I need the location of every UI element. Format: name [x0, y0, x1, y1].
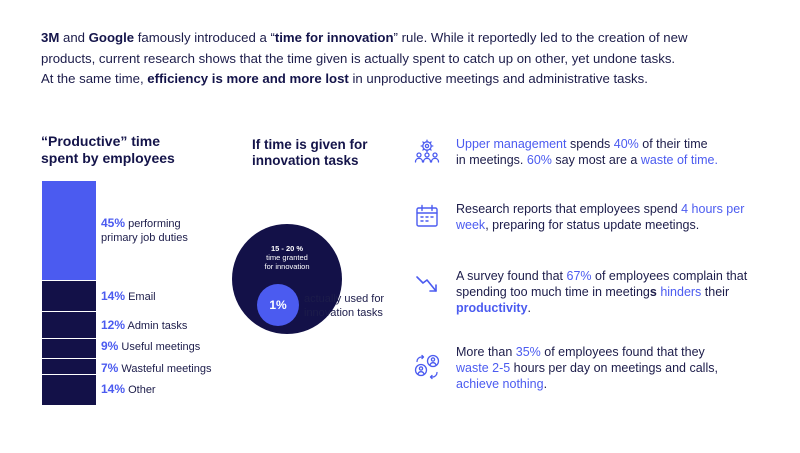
fact-text: More than: [456, 345, 516, 359]
bar-segment-label: 12% Admin tasks: [101, 318, 187, 333]
segment-percent: 9%: [101, 339, 119, 354]
bar-segment-label: 9% Useful meetings: [101, 339, 200, 354]
fact-text: of employees complain that: [591, 269, 748, 283]
fact-text: week: [456, 218, 486, 232]
intro-time-for-innovation: time for innovation: [274, 30, 394, 45]
fact-3-line-2: spending too much time in meetings hinde…: [456, 284, 786, 300]
segment-text: Wasteful meetings: [118, 363, 212, 375]
bar-segment-label: 14% Other: [101, 382, 156, 397]
fact-4-line-2: waste 2-5 hours per day on meetings and …: [456, 360, 786, 376]
fact-3-line-1: A survey found that 67% of employees com…: [456, 268, 786, 284]
fact-waste-hours: More than 35% of employees found that th…: [456, 344, 786, 392]
fact-text: achieve nothing: [456, 377, 544, 391]
segment-text-line-2: primary job duties: [101, 232, 188, 245]
segment-text: Other: [125, 384, 156, 397]
fact-text: 67%: [566, 269, 592, 283]
fact-text: 40%: [613, 137, 639, 151]
productive-time-title: “Productive” time spent by employees: [41, 133, 175, 167]
fact-text: 4 hours per: [681, 202, 745, 216]
granted-pct: 15 - 20 %: [270, 244, 304, 253]
fact-text: 35%: [515, 345, 541, 359]
intro-text: famously introduced a “: [134, 30, 275, 45]
fact-text: hinders: [660, 285, 702, 299]
productive-title-line-1: “Productive” time: [41, 133, 161, 149]
segment-percent: 45%: [101, 216, 126, 231]
productive-stacked-bar: [41, 180, 97, 405]
bar-segment-label: 14% Email: [101, 289, 156, 304]
used-line-1: actually used for: [304, 293, 385, 305]
segment-text: performing: [125, 218, 181, 231]
fact-text: say most are a: [551, 153, 641, 167]
granted-line-1: time granted: [266, 253, 308, 262]
fact-2-line-1: Research reports that employees spend 4 …: [456, 201, 786, 217]
intro-text: in unproductive meetings and administrat…: [348, 71, 648, 86]
fact-text: productivity: [456, 301, 528, 315]
used-line-2: innovation tasks: [304, 307, 383, 319]
people-exchange-icon: [414, 354, 440, 380]
segment-text: Email: [125, 290, 156, 303]
intro-line-1: 3M and Google famously introduced a “tim…: [41, 28, 761, 49]
intro-text: and: [59, 30, 89, 45]
fact-text: their: [701, 285, 730, 299]
intro-3m: 3M: [41, 30, 60, 45]
fact-text: spends: [566, 137, 614, 151]
bar-segment: [41, 180, 97, 281]
bar-segment-label: 7% Wasteful meetings: [101, 361, 211, 376]
used-time-circle: 1%: [257, 284, 299, 326]
fact-1-line-2: in meetings. 60% say most are a waste of…: [456, 152, 786, 168]
bar-segment-label: 45% performing primary job duties: [101, 216, 188, 245]
fact-4-line-3: achieve nothing.: [456, 376, 786, 392]
fact-upper-management: Upper management spends 40% of their tim…: [456, 136, 786, 168]
fact-3-line-3: productivity.: [456, 300, 786, 316]
intro-efficiency: efficiency is more and more lost: [147, 71, 349, 86]
fact-text: of employees found that they: [540, 345, 705, 359]
segment-percent: 12%: [101, 317, 126, 332]
fact-text: .: [543, 377, 548, 391]
bar-segment: [41, 373, 97, 405]
fact-text: in meetings.: [456, 153, 527, 167]
intro-text: ” rule. While it reportedly led to the c…: [393, 30, 688, 45]
bar-segment: [41, 358, 97, 374]
intro-paragraph: 3M and Google famously introduced a “tim…: [41, 28, 761, 90]
used-time-note: actually used for innovation tasks: [304, 292, 384, 320]
fact-text: Research reports that employees spend: [456, 202, 682, 216]
management-gear-icon: [414, 139, 440, 163]
fact-productivity: A survey found that 67% of employees com…: [456, 268, 786, 316]
bar-segment: [41, 338, 97, 359]
segment-percent: 7%: [101, 361, 119, 375]
productive-title-line-2: spent by employees: [41, 150, 175, 166]
fact-text: .: [527, 301, 532, 315]
granted-line-2: for innovation: [264, 262, 310, 271]
intro-text: At the same time,: [41, 71, 148, 86]
innovation-title-line-2: innovation tasks: [252, 153, 359, 168]
segment-text: Admin tasks: [125, 319, 188, 332]
segment-percent: 14%: [101, 288, 126, 303]
bar-segment: [41, 311, 97, 339]
calendar-icon: [416, 204, 438, 227]
intro-line-3: At the same time, efficiency is more and…: [41, 69, 761, 90]
innovation-title-line-1: If time is given for: [252, 137, 368, 152]
innovation-title: If time is given for innovation tasks: [252, 137, 368, 169]
trend-down-icon: [416, 276, 437, 292]
fact-text: s: [649, 285, 657, 299]
fact-status-meetings: Research reports that employees spend 4 …: [456, 201, 786, 233]
fact-text: spending too much time in meeting: [456, 285, 650, 299]
intro-line-2: products, current research shows that th…: [41, 50, 676, 66]
granted-time-text: 15 - 20 % time granted for innovation: [232, 244, 342, 271]
fact-text: hours per day on meetings and calls,: [510, 361, 718, 375]
segment-percent: 14%: [101, 382, 126, 397]
fact-1-line-1: Upper management spends 40% of their tim…: [456, 136, 786, 152]
fact-text: of their time: [638, 137, 708, 151]
segment-text: Useful meetings: [118, 341, 201, 354]
fact-text: , preparing for status update meetings.: [485, 218, 700, 232]
fact-text: 60%: [526, 153, 552, 167]
intro-google: Google: [88, 30, 135, 45]
fact-text: Upper management: [456, 137, 567, 151]
fact-2-line-2: week, preparing for status update meetin…: [456, 217, 786, 233]
bar-segment: [41, 280, 97, 312]
fact-text: waste 2-5: [456, 361, 511, 375]
fact-text: waste of time.: [640, 153, 718, 167]
fact-4-line-1: More than 35% of employees found that th…: [456, 344, 786, 360]
fact-text: A survey found that: [456, 269, 567, 283]
